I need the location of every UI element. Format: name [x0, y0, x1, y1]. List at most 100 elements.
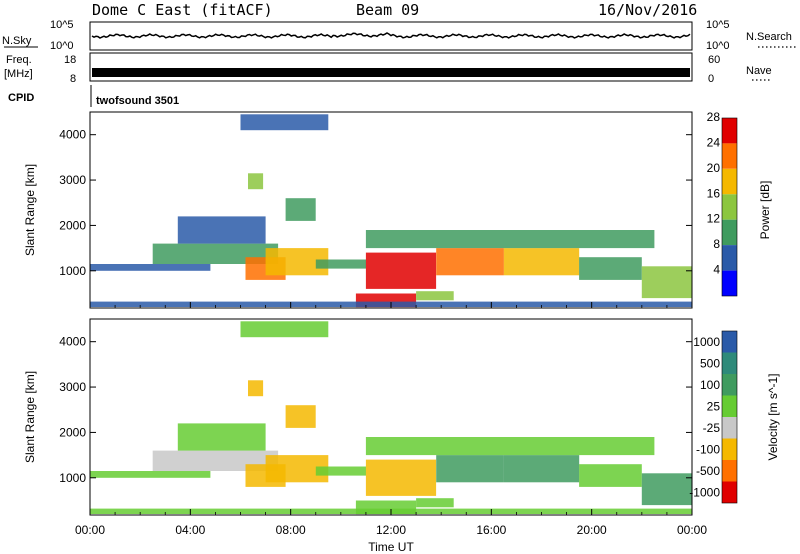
power-cell-13	[416, 291, 454, 301]
nsearch-tick-top: 10^5	[706, 19, 730, 31]
nsearch-label: N.Search	[746, 31, 792, 43]
x-tick-label-0: 00:00	[75, 523, 105, 537]
power-colorbar-swatch-1	[722, 143, 737, 169]
power-colorbar-tick-4: 12	[707, 212, 721, 226]
power-cell-9	[365, 252, 437, 289]
velocity-heatmap	[90, 321, 692, 515]
power-colorbar-swatch-6	[722, 270, 737, 296]
velocity-y-tick-label-0: 1000	[59, 471, 86, 485]
power-colorbar-swatch-5	[722, 245, 737, 271]
power-y-tick-label-0: 1000	[59, 264, 86, 278]
velocity-colorbar-swatch-3	[722, 395, 737, 417]
power-colorbar-swatch-2	[722, 168, 737, 195]
power-heatmap	[90, 114, 692, 308]
velocity-cell-5	[248, 380, 264, 397]
power-colorbar-tick-5: 8	[713, 237, 720, 251]
power-colorbar-label: Power [dB]	[758, 181, 772, 240]
velocity-cell-10	[436, 455, 504, 483]
power-cell-8	[315, 259, 366, 269]
power-cell-11	[503, 248, 580, 276]
freq-label-bottom: [MHz]	[4, 68, 33, 80]
power-colorbar-tick-3: 16	[707, 186, 721, 200]
power-y-label: Slant Range [km]	[23, 164, 37, 256]
power-y-tick-label-2: 3000	[59, 173, 86, 187]
velocity-colorbar-tick-3: 25	[707, 399, 721, 413]
velocity-cell-14	[579, 464, 642, 487]
velocity-colorbar-tick-7: -1000	[689, 485, 720, 499]
radar-title: Dome C East (fitACF)	[92, 1, 273, 19]
velocity-y-tick-label-3: 4000	[59, 335, 86, 349]
power-cell-7	[240, 114, 329, 131]
velocity-colorbar-tick-0: 1000	[693, 335, 720, 349]
velocity-colorbar-tick-1: 500	[700, 356, 720, 370]
velocity-cell-11	[503, 455, 580, 483]
velocity-cell-6	[285, 405, 316, 428]
velocity-cell-16	[365, 437, 655, 456]
velocity-cell-15	[641, 473, 692, 506]
velocity-colorbar-tick-2: 100	[700, 378, 720, 392]
power-cell-14	[579, 257, 642, 280]
power-cell-0	[90, 264, 211, 271]
velocity-y-tick-label-2: 3000	[59, 380, 86, 394]
velocity-colorbar-label: Velocity [m s^-1]	[766, 374, 780, 461]
velocity-colorbar-swatch-0	[722, 331, 737, 353]
velocity-colorbar-swatch-6	[722, 460, 737, 482]
nsky-series-line	[91, 32, 691, 39]
power-colorbar-tick-0: 28	[707, 110, 721, 124]
freq-tick-top: 18	[64, 54, 76, 66]
x-tick-label-3: 12:00	[376, 523, 406, 537]
velocity-colorbar-swatch-7	[722, 481, 737, 503]
nsky-strip	[89, 21, 693, 51]
cpid-value: twofsound 3501	[96, 95, 179, 107]
velocity-colorbar-frame	[721, 330, 738, 504]
velocity-cell-9	[365, 459, 437, 496]
power-y-tick-label-1: 2000	[59, 218, 86, 232]
x-tick-label-6: 00:00	[677, 523, 707, 537]
x-tick-label-5: 20:00	[577, 523, 607, 537]
freq-tick-bottom: 8	[70, 73, 76, 85]
power-y-tick-label-3: 4000	[59, 128, 86, 142]
velocity-cell-7	[240, 321, 329, 338]
nsky-label: N.Sky	[2, 35, 32, 47]
beam-title: Beam 09	[356, 1, 419, 19]
power-colorbar-swatch-0	[722, 118, 737, 144]
velocity-cell-13	[416, 498, 454, 508]
nave-label: Nave	[746, 65, 772, 77]
freq-strip	[89, 52, 693, 82]
velocity-cell-8	[315, 466, 366, 476]
power-colorbar-tick-1: 24	[707, 135, 721, 149]
power-cell-15	[641, 266, 692, 299]
power-y-axis: 1000 2000 3000 4000	[59, 128, 692, 278]
time-x-axis: 00:00 04:00 08:00 12:00 16:00 20:00 00:00	[75, 302, 707, 537]
velocity-colorbar-tick-6: -500	[696, 464, 720, 478]
power-cell-5	[248, 173, 264, 190]
nave-tick-top: 60	[708, 54, 720, 66]
velocity-y-label: Slant Range [km]	[23, 371, 37, 463]
power-colorbar-swatch-3	[722, 194, 737, 220]
power-colorbar-tick-2: 20	[707, 161, 721, 175]
nave-tick-bottom: 0	[708, 73, 714, 85]
power-colorbar-frame	[721, 117, 738, 297]
velocity-cell-0	[90, 471, 211, 478]
power-cell-16	[365, 230, 655, 249]
power-colorbar-tick-6: 4	[713, 263, 720, 277]
power-colorbar-swatch-4	[722, 219, 737, 246]
velocity-colorbar: 1000 500 100 25 -25 -100 -500 -1000	[689, 330, 738, 504]
x-tick-label-1: 04:00	[175, 523, 205, 537]
velocity-cell-2	[177, 423, 266, 451]
velocity-colorbar-swatch-2	[722, 374, 737, 396]
x-tick-label-4: 16:00	[476, 523, 506, 537]
velocity-colorbar-swatch-4	[722, 417, 737, 439]
date-title: 16/Nov/2016	[598, 1, 697, 19]
x-tick-label-2: 08:00	[276, 523, 306, 537]
freq-band	[92, 68, 690, 77]
velocity-colorbar-tick-4: -25	[703, 421, 721, 435]
freq-label-top: Freq.	[6, 54, 32, 66]
velocity-colorbar-swatch-1	[722, 352, 737, 374]
nsky-tick-top: 10^5	[50, 19, 74, 31]
cpid-label: CPID	[8, 92, 34, 104]
power-cell-6	[285, 198, 316, 221]
nsearch-tick-bottom: 10^0	[706, 40, 730, 52]
x-axis-label: Time UT	[368, 540, 414, 554]
